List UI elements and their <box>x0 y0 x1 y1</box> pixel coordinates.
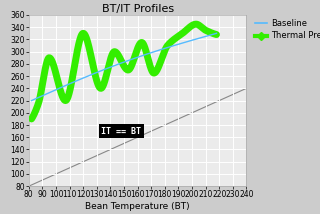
Title: BT/IT Profiles: BT/IT Profiles <box>101 4 174 14</box>
Text: IT == BT: IT == BT <box>101 127 141 136</box>
Legend: Baseline, Thermal Preinfus: Baseline, Thermal Preinfus <box>255 19 320 40</box>
X-axis label: Bean Temperature (BT): Bean Temperature (BT) <box>85 202 190 211</box>
